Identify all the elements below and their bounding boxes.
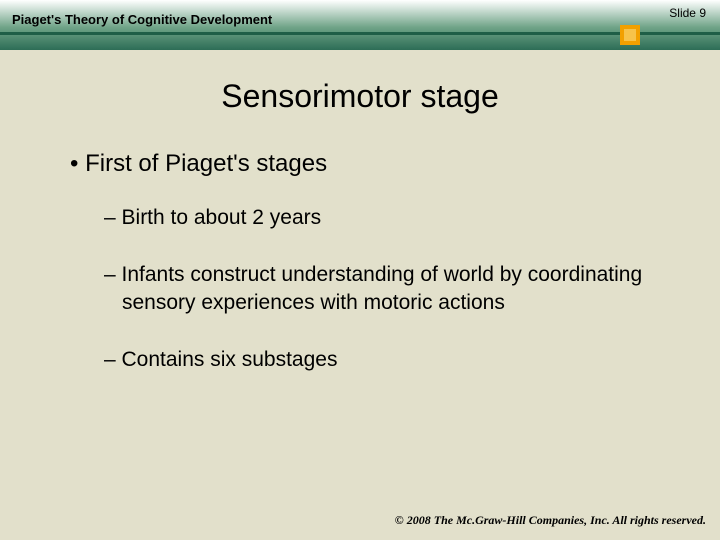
bullet-main: First of Piaget's stages <box>70 150 650 178</box>
chapter-title: Piaget's Theory of Cognitive Development <box>12 12 272 27</box>
bullet-sub-2: Infants construct understanding of world… <box>104 261 650 316</box>
slide-number: Slide 9 <box>669 6 706 20</box>
accent-square-inner <box>624 29 636 41</box>
bullet-sub-3: Contains six substages <box>104 346 650 373</box>
slide-title: Sensorimotor stage <box>0 78 720 115</box>
content-area: First of Piaget's stages Birth to about … <box>70 150 650 403</box>
accent-line <box>0 32 720 35</box>
bullet-sub-1: Birth to about 2 years <box>104 204 650 231</box>
footer-copyright: © 2008 The Mc.Graw-Hill Companies, Inc. … <box>395 513 706 528</box>
